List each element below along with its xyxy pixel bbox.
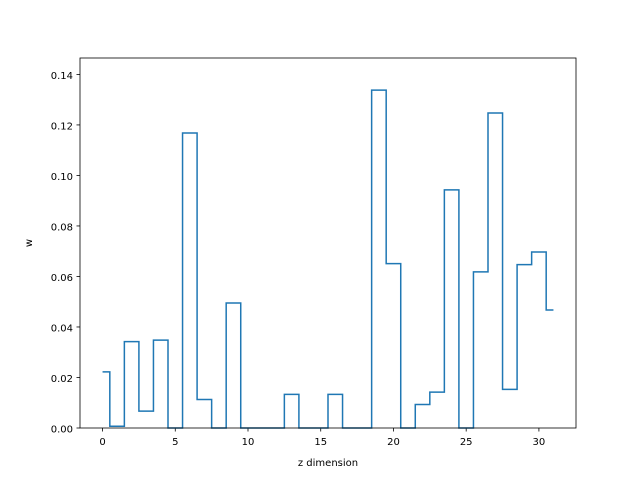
x-tick-label: 15 <box>314 437 327 448</box>
x-tick-label: 20 <box>387 437 400 448</box>
y-axis-label: w <box>24 239 35 247</box>
x-tick-label: 25 <box>460 437 473 448</box>
y-tick-label: 0.08 <box>51 222 73 233</box>
y-tick-label: 0.12 <box>51 121 73 132</box>
y-tick-label: 0.06 <box>51 273 73 284</box>
x-tick-label: 10 <box>242 437 255 448</box>
x-tick-label: 5 <box>172 437 178 448</box>
y-axis-ticks: 0.00 0.02 0.04 0.06 0.08 0.10 0.12 0.14 <box>51 71 80 436</box>
plot-frame <box>79 57 577 429</box>
series-line <box>102 89 554 429</box>
y-tick-label: 0.14 <box>51 71 73 82</box>
x-axis-label: z dimension <box>298 458 358 469</box>
x-tick-label: 30 <box>533 437 546 448</box>
y-tick-label: 0.04 <box>51 323 73 334</box>
y-tick-label: 0.10 <box>51 172 73 183</box>
x-tick-label: 0 <box>99 437 105 448</box>
plot-background <box>80 58 576 428</box>
y-tick-label: 0.00 <box>51 425 73 436</box>
y-tick-label: 0.02 <box>51 374 73 385</box>
x-axis-ticks: 0 5 10 15 20 25 30 <box>99 428 545 448</box>
